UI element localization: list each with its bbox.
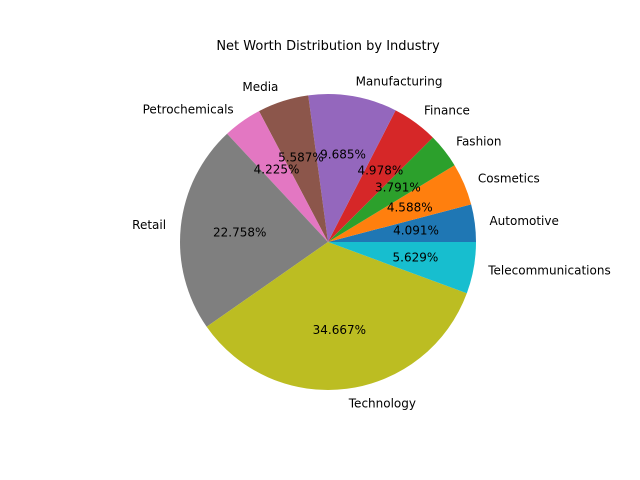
slice-telecommunications — [328, 242, 476, 294]
percent-label-telecommunications: 5.629% — [393, 251, 439, 265]
slice-label-manufacturing: Manufacturing — [356, 75, 443, 89]
slice-label-cosmetics: Cosmetics — [478, 171, 540, 185]
percent-label-cosmetics: 4.588% — [387, 200, 433, 214]
percent-label-finance: 4.978% — [357, 163, 403, 177]
percent-label-manufacturing: 9.685% — [320, 147, 366, 161]
slice-label-telecommunications: Telecommunications — [487, 264, 610, 278]
percent-labels: 4.091% 4.588% 3.791% 4.978% 9.685%5.587%4.22… — [213, 147, 439, 337]
percent-label-automotive: 4.091% — [393, 224, 439, 238]
slice-petrochemicals — [227, 111, 328, 242]
slice-label-automotive: Automotive — [489, 214, 558, 228]
percent-label-petrochemicals: 4.225% — [254, 163, 300, 177]
percent-label-retail: 22.758% — [213, 226, 266, 240]
slice-manufacturing — [308, 94, 396, 242]
slice-label-retail: Retail — [132, 218, 166, 232]
percent-label-fashion: 3.791% — [375, 180, 421, 194]
slice-cosmetics — [328, 165, 472, 242]
slice-automotive — [328, 204, 476, 242]
slice-label-fashion: Fashion — [456, 135, 501, 149]
slice-fashion — [328, 137, 455, 242]
slice-label-finance: Finance — [424, 104, 470, 118]
slice-finance — [328, 110, 433, 242]
chart-title: Net Worth Distribution by Industry — [216, 39, 440, 54]
slice-label-technology: Technology — [348, 396, 416, 410]
percent-label-technology: 34.667% — [313, 323, 366, 337]
slice-label-media: Media — [242, 80, 278, 94]
slice-label-petrochemicals: Petrochemicals — [143, 102, 234, 116]
pie-slices — [180, 94, 476, 390]
percent-label-media: 5.587% — [278, 150, 324, 164]
slice-retail — [180, 133, 328, 327]
slice-labels: Automotive Cosmetics Fashion Finance Manufac… — [132, 75, 611, 411]
slice-technology — [206, 242, 467, 390]
slice-media — [258, 95, 328, 242]
